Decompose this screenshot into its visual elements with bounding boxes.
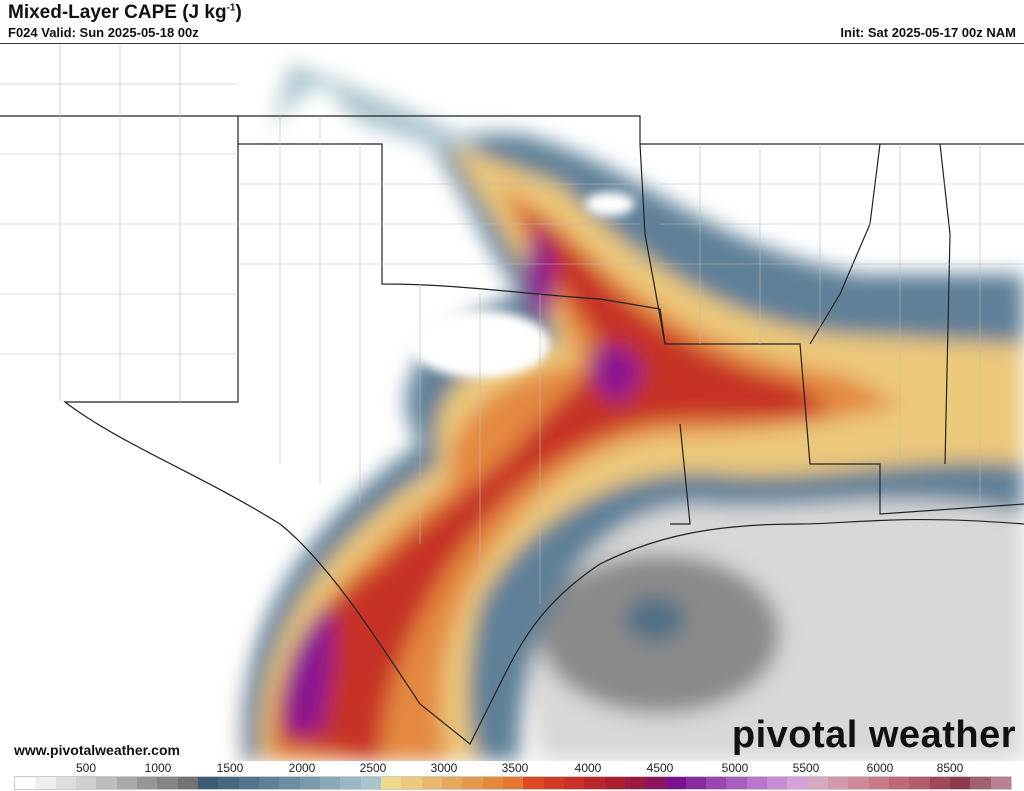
colorbar-swatch — [889, 777, 910, 789]
colorbar-swatch — [685, 777, 707, 789]
colorbar-swatch — [543, 777, 564, 789]
colorbar-swatch — [523, 777, 544, 789]
colorbar-swatch — [177, 777, 198, 789]
colorbar-tick-label: 3500 — [501, 761, 529, 775]
colorbar-swatch — [157, 777, 178, 789]
colorbar-swatch — [319, 777, 341, 789]
colorbar-swatch — [726, 777, 747, 789]
colorbar-swatch — [197, 777, 219, 789]
colorbar-tick-label: 6000 — [866, 761, 894, 775]
colorbar-swatch — [340, 777, 361, 789]
colorbar-swatch — [929, 777, 951, 789]
title-text: Mixed-Layer CAPE (J kg — [8, 2, 227, 23]
colorbar-swatch — [807, 777, 829, 789]
title-superscript: -1 — [226, 2, 236, 14]
colorbar-swatch — [462, 777, 483, 789]
colorbar-swatch — [482, 777, 503, 789]
colorbar-swatch — [55, 777, 76, 789]
colorbar-tick-label: 500 — [75, 761, 97, 775]
cape-map[interactable] — [0, 43, 1024, 761]
colorbar-swatch — [970, 777, 991, 789]
colorbar-swatch — [787, 777, 808, 789]
colorbar-swatch — [950, 777, 971, 789]
valid-time: F024 Valid: Sun 2025-05-18 00z — [8, 25, 199, 40]
init-time: Init: Sat 2025-05-17 00z NAM — [840, 25, 1016, 40]
colorbar-swatch — [380, 777, 402, 789]
colorbar-swatch — [502, 777, 524, 789]
colorbar-swatch — [421, 777, 442, 789]
colorbar-swatch — [909, 777, 930, 789]
colorbar-swatch — [584, 777, 605, 789]
colorbar-tick-label: 1000 — [144, 761, 172, 775]
colorbar-tick-label: 4500 — [646, 761, 674, 775]
colorbar-swatch — [604, 777, 625, 789]
colorbar-swatch — [441, 777, 463, 789]
colorbar-swatch — [848, 777, 869, 789]
colorbar-swatch — [116, 777, 137, 789]
colorbar-swatch — [767, 777, 788, 789]
colorbar-swatch — [258, 777, 280, 789]
colorbar-swatch — [828, 777, 849, 789]
title-end: ) — [235, 2, 242, 23]
colorbar-tick-label: 5000 — [721, 761, 749, 775]
colorbar-tick-label: 2000 — [288, 761, 316, 775]
chart-title: Mixed-Layer CAPE (J kg-1) — [8, 2, 242, 24]
colorbar-swatch — [96, 777, 117, 789]
colorbar-swatch — [624, 777, 646, 789]
website-url[interactable]: www.pivotalweather.com — [14, 742, 180, 758]
colorbar — [14, 776, 1012, 790]
brand-logo: pivotal weather — [731, 714, 1016, 756]
colorbar-swatch — [401, 777, 422, 789]
colorbar-tick-label: 3000 — [430, 761, 458, 775]
colorbar-swatch — [665, 777, 686, 789]
colorbar-swatch — [75, 777, 97, 789]
colorbar-tick-label: 1500 — [216, 761, 244, 775]
colorbar-swatch — [706, 777, 727, 789]
colorbar-swatch — [15, 777, 36, 789]
colorbar-swatch — [746, 777, 768, 789]
colorbar-swatch — [136, 777, 158, 789]
colorbar-swatch — [360, 777, 381, 789]
colorbar-tick-label: 5500 — [792, 761, 820, 775]
colorbar-swatch — [299, 777, 320, 789]
colorbar-swatch — [563, 777, 585, 789]
colorbar-swatch — [279, 777, 300, 789]
colorbar-tick-label: 8500 — [936, 761, 964, 775]
colorbar-swatch — [238, 777, 259, 789]
colorbar-swatch — [645, 777, 666, 789]
colorbar-swatch — [990, 777, 1012, 789]
colorbar-swatch — [218, 777, 239, 789]
colorbar-swatch — [868, 777, 890, 789]
colorbar-tick-label: 4000 — [574, 761, 602, 775]
colorbar-tick-label: 2500 — [359, 761, 387, 775]
county-lines — [0, 44, 1024, 604]
colorbar-swatch — [35, 777, 56, 789]
